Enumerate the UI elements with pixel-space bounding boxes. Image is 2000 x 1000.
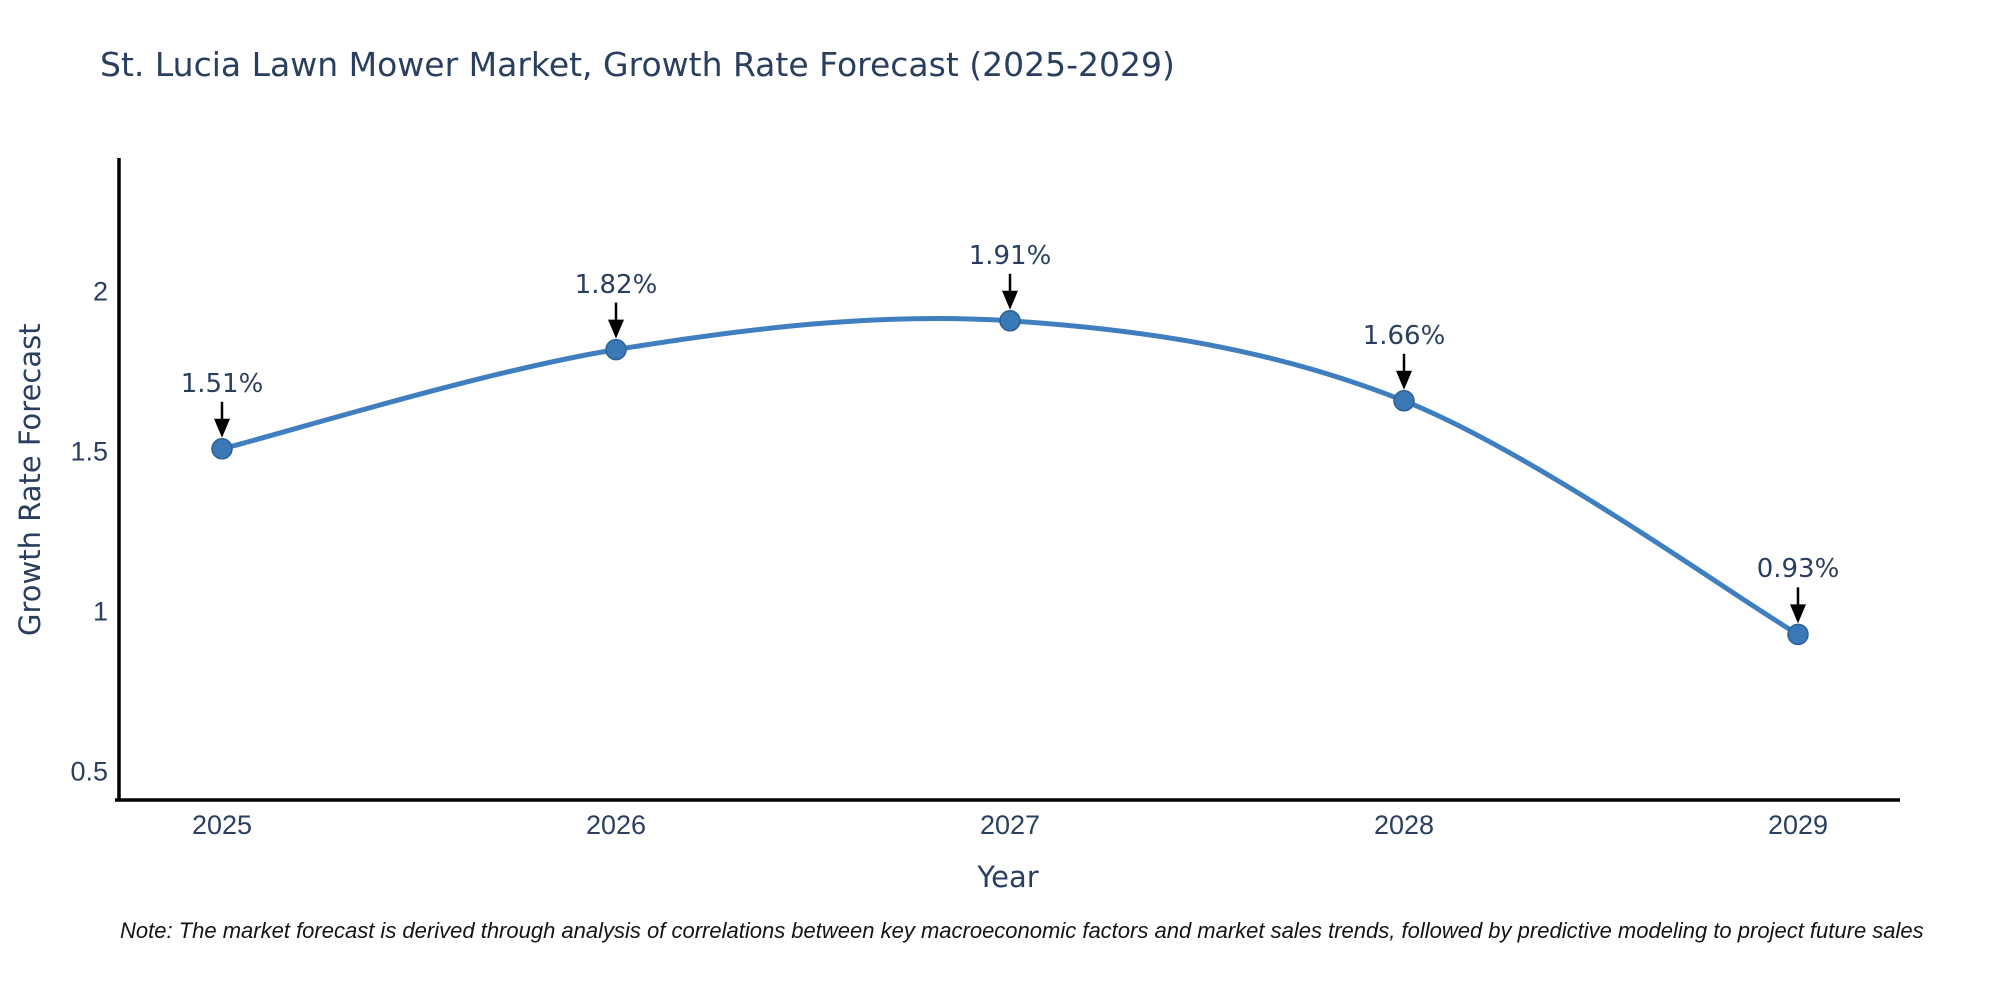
x-tick-label-2026: 2026 <box>585 810 647 840</box>
y-tick-label-1: 1 <box>92 596 108 627</box>
annotation-arrow-head <box>1002 290 1018 310</box>
trend-line <box>221 315 1800 637</box>
annotation-label-2026: 1.82% <box>574 269 658 300</box>
annotation-arrow-head <box>214 418 230 438</box>
annotation-arrow-head <box>608 319 624 339</box>
data-point-marker-2025 <box>211 438 233 460</box>
data-point-marker-2028 <box>1393 390 1415 412</box>
data-point-marker-2026 <box>605 338 627 361</box>
data-point-marker-2027 <box>999 310 1021 332</box>
y-axis-title: Growth Rate Forecast <box>13 323 47 637</box>
x-tick-label-2029: 2029 <box>1767 810 1829 840</box>
x-tick-label-2028: 2028 <box>1373 810 1435 840</box>
annotation-arrow-layer <box>214 273 1806 624</box>
data-point-marker-2029 <box>1787 623 1809 646</box>
annotation-arrow-head <box>1396 370 1412 390</box>
x-axis-title: Year <box>977 860 1039 894</box>
footnote: Note: The market forecast is derived thr… <box>120 918 1924 943</box>
annotation-label-2029: 0.93% <box>1756 554 1840 585</box>
y-tick-label-2: 2 <box>92 276 108 307</box>
x-tick-label-2025: 2025 <box>191 810 253 840</box>
y-tick-label-0.5: 0.5 <box>70 756 108 787</box>
annotation-arrow-head <box>1790 604 1806 624</box>
annotation-label-2025: 1.51% <box>180 368 264 399</box>
x-tick-label-2027: 2027 <box>979 810 1041 840</box>
y-tick-label-1.5: 1.5 <box>70 436 108 467</box>
annotation-label-2028: 1.66% <box>1362 320 1446 351</box>
annotation-label-2027: 1.91% <box>968 240 1052 271</box>
series-layer <box>211 310 1809 646</box>
chart-title: St. Lucia Lawn Mower Market, Growth Rate… <box>100 45 1175 84</box>
